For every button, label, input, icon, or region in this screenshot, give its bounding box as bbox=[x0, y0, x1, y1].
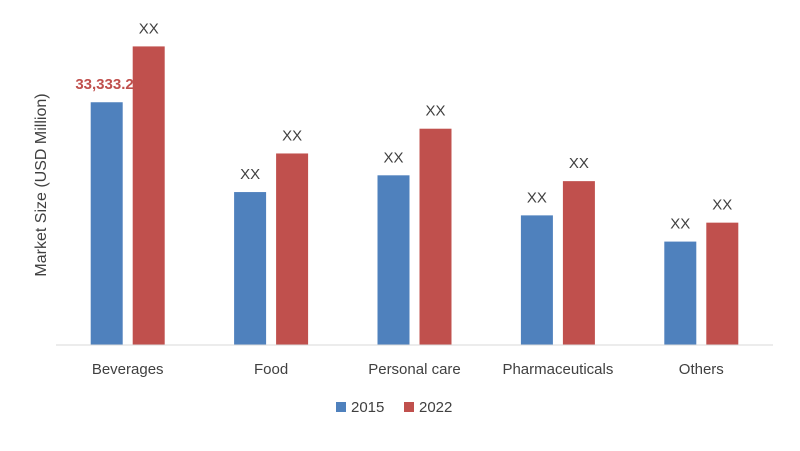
x-tick-label-personal-care: Personal care bbox=[368, 361, 461, 378]
x-tick-label-others: Others bbox=[679, 361, 724, 378]
bar-food-2015 bbox=[234, 192, 267, 345]
legend-label-2015: 2015 bbox=[351, 399, 384, 416]
bars-group bbox=[90, 46, 739, 345]
data-label-food-2015: XX bbox=[240, 166, 260, 183]
data-label-others-2015: XX bbox=[670, 216, 690, 233]
bar-others-2015 bbox=[664, 241, 697, 345]
data-label-others-2022: XX bbox=[712, 197, 732, 214]
data-label-beverages-2015: 33,333.20 bbox=[75, 76, 142, 93]
x-tick-label-food: Food bbox=[254, 361, 288, 378]
data-label-food-2022: XX bbox=[282, 127, 302, 144]
legend-swatch-2022 bbox=[404, 402, 414, 412]
data-label-personal-care-2022: XX bbox=[425, 103, 445, 120]
data-label-pharmaceuticals-2015: XX bbox=[527, 189, 547, 206]
data-label-pharmaceuticals-2022: XX bbox=[569, 155, 589, 172]
data-labels-group: 33,333.20 XX XX XX XX XX XX XX XX XX bbox=[75, 20, 732, 232]
y-axis-label: Market Size (USD Million) bbox=[33, 93, 50, 276]
bar-food-2022 bbox=[276, 153, 309, 345]
bar-personal-care-2015 bbox=[377, 175, 410, 345]
x-tick-labels: Beverages Food Personal care Pharmaceutical… bbox=[92, 361, 724, 378]
bar-others-2022 bbox=[706, 222, 739, 345]
data-label-personal-care-2015: XX bbox=[383, 149, 403, 166]
legend: 2015 2022 bbox=[336, 399, 452, 416]
x-tick-label-pharmaceuticals: Pharmaceuticals bbox=[502, 361, 613, 378]
legend-swatch-2015 bbox=[336, 402, 346, 412]
bar-beverages-2022 bbox=[132, 46, 165, 345]
legend-label-2022: 2022 bbox=[419, 399, 452, 416]
bar-pharmaceuticals-2022 bbox=[562, 181, 595, 345]
x-tick-label-beverages: Beverages bbox=[92, 361, 164, 378]
bar-personal-care-2022 bbox=[419, 128, 452, 345]
bar-beverages-2015 bbox=[90, 102, 123, 345]
bar-pharmaceuticals-2015 bbox=[520, 215, 553, 345]
data-label-beverages-2022: XX bbox=[139, 20, 159, 37]
